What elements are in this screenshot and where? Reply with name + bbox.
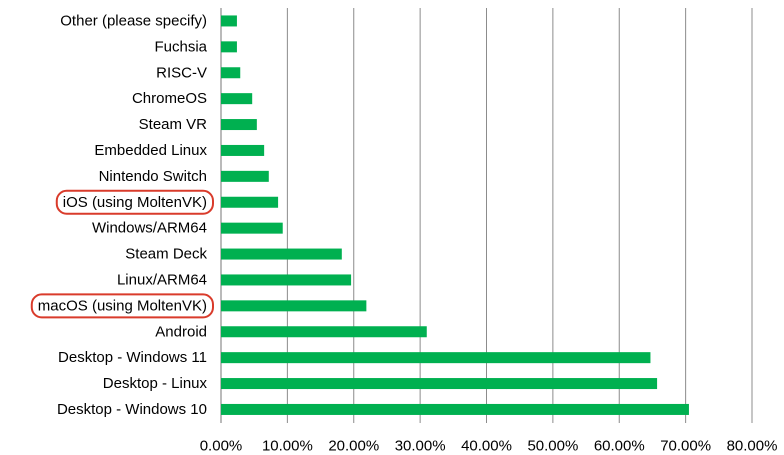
bar — [221, 144, 265, 156]
category-label: Embedded Linux — [94, 142, 207, 159]
highlight-outline — [55, 189, 214, 215]
bar — [221, 248, 342, 260]
bar — [221, 15, 237, 27]
bar — [221, 326, 427, 338]
gridlines — [220, 8, 753, 423]
category-label: Android — [155, 323, 207, 340]
category-label: Desktop - Linux — [103, 375, 208, 392]
category-label: Steam Deck — [125, 246, 207, 263]
x-tick-label: 40.00% — [461, 438, 512, 455]
bars — [221, 15, 689, 415]
x-tick-label: 10.00% — [262, 438, 313, 455]
x-tick-label: 50.00% — [527, 438, 578, 455]
category-label: RISC-V — [156, 64, 207, 81]
category-label: Fuchsia — [154, 38, 207, 55]
bar — [221, 378, 658, 390]
category-label: iOS (using MoltenVK) — [63, 194, 207, 211]
bar — [221, 403, 689, 415]
bar — [221, 170, 269, 182]
bar — [221, 352, 651, 364]
bar — [221, 93, 253, 105]
category-label: Desktop - Windows 11 — [58, 349, 207, 366]
bar — [221, 274, 352, 286]
bar — [221, 67, 241, 79]
category-label: macOS (using MoltenVK) — [38, 297, 207, 314]
bar — [221, 41, 237, 53]
category-label: Other (please specify) — [60, 12, 207, 29]
highlight-outlines — [30, 189, 214, 319]
bar — [221, 119, 257, 131]
category-label: ChromeOS — [132, 90, 207, 107]
x-tick-label: 60.00% — [594, 438, 645, 455]
highlight-outline — [30, 293, 214, 319]
x-tick-label: 20.00% — [328, 438, 379, 455]
bar — [221, 300, 367, 312]
category-label: Linux/ARM64 — [117, 271, 207, 288]
category-label: Windows/ARM64 — [92, 220, 207, 237]
category-label: Steam VR — [139, 116, 208, 133]
x-axis-tick-labels: 0.00% 10.00% 20.00% 30.00% 40.00% 50.00% 60.00… — [200, 438, 778, 455]
bar — [221, 196, 279, 208]
bar — [221, 222, 283, 234]
x-tick-label: 0.00% — [200, 438, 243, 455]
category-label: Desktop - Windows 10 — [57, 401, 207, 418]
x-tick-label: 80.00% — [727, 438, 778, 455]
category-labels: Other (please specify) Fuchsia RISC-V Chrom… — [38, 12, 208, 418]
x-tick-label: 30.00% — [395, 438, 446, 455]
x-tick-label: 70.00% — [660, 438, 711, 455]
category-label: Nintendo Switch — [99, 168, 207, 185]
